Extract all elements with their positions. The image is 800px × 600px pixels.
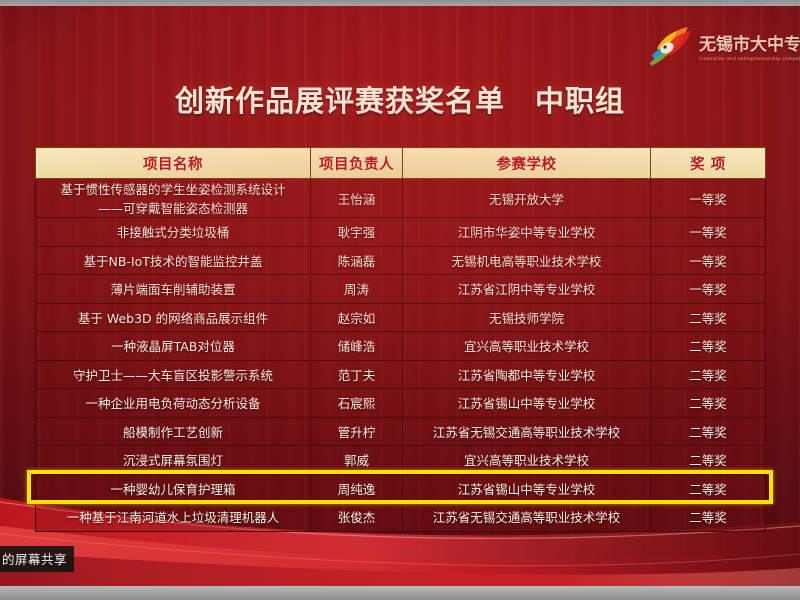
table-row: 基于NB-IoT技术的智能监控井盖 陈涵磊 无锡机电高等职业技术学校 一等奖 [35,245,766,275]
table-row: 基于惯性传感器的学生坐姿检测系统设计 ——可穿戴智能姿态检测器 王怡涵 无锡开放大学一… [35,178,766,218]
cell-project-name-line2: ——可穿戴智能姿态检测器 [97,201,248,216]
cell-award: 一等奖 [650,178,766,218]
cell-school: 江苏省江阴中等专业学校 [402,274,651,304]
cell-project-leader: 管升柠 [310,416,403,446]
cell-project-name: 一种液晶屏TAB对位器 [35,331,311,361]
cell-project-name: 沉浸式屏幕氛围灯 [35,445,311,475]
cell-project-leader: 范丁夫 [310,359,403,389]
cell-project-leader: 石宸熙 [310,388,403,418]
cell-award: 一等奖 [650,245,766,275]
cell-school: 宜兴高等职业技术学校 [402,445,651,475]
screen-bezel-top [0,0,800,6]
table-row: 非接触式分类垃圾桶 耿宇强 江阴市华姿中等专业学校 一等奖 [35,217,766,247]
cell-school: 无锡技师学院 [402,302,651,332]
presentation-slide: 无锡市大中专院校 innovation and entrepreneurship… [0,6,800,586]
cell-school: 宜兴高等职业技术学校 [402,331,651,361]
cell-project-name: 守护卫士——大车盲区投影警示系统 [35,359,311,389]
cell-school: 江苏省陶都中等专业学校 [402,359,651,389]
cell-school: 江阴市华姿中等专业学校 [402,217,651,247]
cell-award: 二等奖 [650,302,766,332]
cell-school: 无锡机电高等职业技术学校 [402,245,651,275]
table-row: 一种液晶屏TAB对位器 储峰浩 宜兴高等职业技术学校 二等奖 [35,331,766,361]
cell-project-name: 一种基于江南河道水上垃圾清理机器人 [35,502,311,532]
cell-award: 一等奖 [650,274,766,304]
cell-project-leader: 王怡涵 [310,178,403,218]
cell-award: 二等奖 [650,331,766,361]
cell-project-leader: 郭威 [310,445,403,475]
column-header-project-name: 项目名称 [35,147,311,179]
cell-project-leader: 陈涵磊 [310,245,403,275]
cell-school: 江苏省锡山中等专业学校 [402,388,651,418]
event-logo: 无锡市大中专院校 innovation and entrepreneurship… [648,22,800,70]
cell-school: 江苏省无锡交通高等职业技术学校 [402,416,651,446]
table-row: 基于 Web3D 的网络商品展示组件 赵宗如 无锡技师学院 二等奖 [35,302,766,332]
cell-project-leader: 周纯逸 [310,473,403,503]
column-header-school: 参赛学校 [402,147,651,179]
cell-award: 二等奖 [650,388,766,418]
cell-school: 无锡开放大学 [402,178,651,218]
table-row: 一种基于江南河道水上垃圾清理机器人 张俊杰 江苏省无锡交通高等职业技术学校 二等奖 [35,502,766,532]
cell-project-leader: 张俊杰 [310,502,403,532]
cell-project-name: 薄片端面车削辅助装置 [35,274,311,304]
cell-project-name: 一种婴幼儿保育护理箱 [35,473,311,503]
wing-bird-logo-icon [650,27,691,66]
screen-share-banner: 的屏幕共享 [0,546,75,572]
logo-english-text: innovation and entrepreneurship competit… [699,57,800,62]
cell-project-leader: 赵宗如 [310,302,403,332]
cell-award: 一等奖 [650,217,766,247]
cell-award: 二等奖 [650,502,766,532]
table-row: 船模制作工艺创新 管升柠 江苏省无锡交通高等职业技术学校 二等奖 [35,416,766,446]
cell-award: 二等奖 [650,359,766,389]
cell-project-leader: 耿宇强 [310,217,403,247]
logo-text-block: 无锡市大中专院校 innovation and entrepreneurship… [699,30,800,62]
cell-project-name: 一种企业用电负荷动态分析设备 [35,388,311,418]
cell-award: 二等奖 [650,445,766,475]
cell-project-name: 船模制作工艺创新 [35,416,311,446]
table-row: 一种企业用电负荷动态分析设备 石宸熙 江苏省锡山中等专业学校 二等奖 [35,388,766,418]
cell-project-leader: 储峰浩 [310,331,403,361]
awards-table: 项目名称 项目负责人 参赛学校 奖 项 基于惯性传感器的学生坐姿检测系统设计 ——… [35,147,766,532]
cell-project-leader: 周涛 [310,274,403,304]
cell-project-name: 基于惯性传感器的学生坐姿检测系统设计 ——可穿戴智能姿态检测器 [35,178,311,218]
table-header: 项目名称 项目负责人 参赛学校 奖 项 [35,147,766,179]
cell-award: 二等奖 [650,416,766,446]
table-row: 沉浸式屏幕氛围灯 郭威 宜兴高等职业技术学校 二等奖 [35,445,766,475]
cell-award: 二等奖 [650,473,766,503]
table-header-row: 项目名称 项目负责人 参赛学校 奖 项 [35,147,766,179]
table-row: 守护卫士——大车盲区投影警示系统 范丁夫 江苏省陶都中等专业学校 二等奖 [35,359,766,389]
logo-chinese-text: 无锡市大中专院校 [699,35,800,55]
column-header-award: 奖 项 [650,147,766,179]
column-header-project-leader: 项目负责人 [310,147,403,179]
screen-bezel-bottom [0,586,800,600]
awards-table-container: 项目名称 项目负责人 参赛学校 奖 项 基于惯性传感器的学生坐姿检测系统设计 ——… [35,147,766,532]
slide-title: 创新作品展评赛获奖名单 中职组 [174,84,625,118]
table-row: 一种婴幼儿保育护理箱 周纯逸 江苏省锡山中等专业学校 二等奖 [35,473,766,503]
cell-project-name: 非接触式分类垃圾桶 [35,217,311,247]
table-row: 薄片端面车削辅助装置 周涛 江苏省江阴中等专业学校 一等奖 [35,274,766,304]
cell-school: 江苏省锡山中等专业学校 [402,473,651,503]
table-body: 基于惯性传感器的学生坐姿检测系统设计 ——可穿戴智能姿态检测器 王怡涵 无锡开放大学一… [35,178,766,532]
cell-project-name: 基于 Web3D 的网络商品展示组件 [35,302,311,332]
cell-school: 江苏省无锡交通高等职业技术学校 [402,502,651,532]
cell-project-name: 基于NB-IoT技术的智能监控井盖 [35,245,311,275]
